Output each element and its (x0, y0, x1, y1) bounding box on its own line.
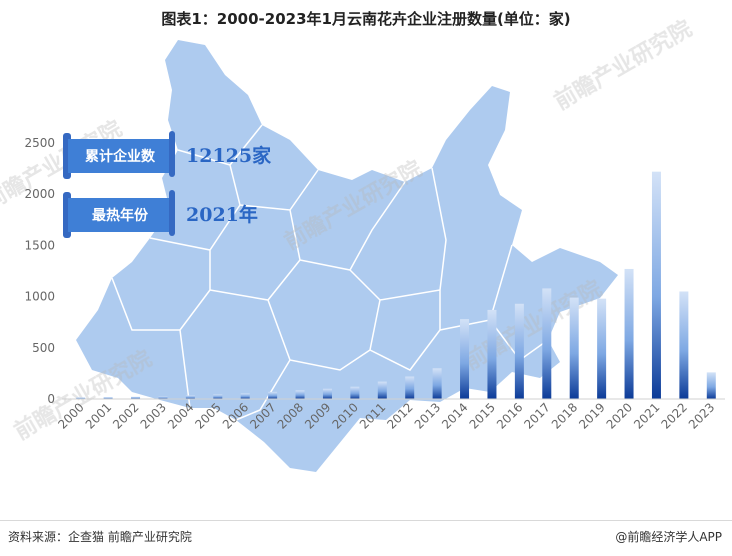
bar-2010 (350, 386, 360, 399)
x-tick-label: 2017 (521, 400, 552, 431)
card-label: 累计企业数 (85, 148, 156, 165)
x-tick-label: 2003 (138, 400, 169, 431)
x-tick-label: 2023 (686, 400, 717, 431)
x-tick-label: 2016 (494, 400, 525, 431)
x-tick-label: 2013 (412, 400, 443, 431)
x-tick-label: 2021 (631, 400, 662, 431)
y-axis: 0 500 1000 1500 2000 2500 (24, 136, 55, 406)
card-value: 2021年 (186, 203, 258, 226)
bar-2002 (131, 396, 141, 399)
x-tick-label: 2018 (549, 400, 580, 431)
x-tick-label: 2015 (467, 400, 498, 431)
yunnan-map-shape (76, 40, 618, 472)
bar-2015 (487, 309, 497, 399)
y-tick-label: 2000 (24, 187, 55, 201)
chart-title: 图表1：2000-2023年1月云南花卉企业注册数量(单位：家) (161, 10, 571, 28)
card-box (68, 198, 172, 232)
bar-2018 (569, 297, 579, 399)
card-value: 12125家 (186, 144, 272, 167)
bar-2019 (597, 298, 607, 399)
bar-2003 (158, 396, 168, 399)
bar-2022 (679, 291, 689, 399)
y-tick-label: 2500 (24, 136, 55, 150)
footer-divider (0, 520, 732, 521)
card-box (68, 139, 172, 173)
card-tab (169, 131, 175, 177)
card-label: 最热年份 (92, 207, 149, 224)
bar-2008 (295, 390, 305, 399)
bar-2013 (432, 368, 442, 399)
bar-2017 (542, 288, 552, 399)
bar-2012 (405, 376, 415, 399)
y-tick-label: 0 (47, 392, 55, 406)
brand-note: @前瞻经济学人APP (615, 530, 722, 544)
bar-2009 (322, 388, 332, 399)
bar-2021 (651, 171, 661, 399)
bar-2006 (240, 393, 250, 399)
card-tab (169, 190, 175, 236)
y-tick-label: 500 (32, 341, 55, 355)
bar-series (76, 171, 716, 399)
card-total-enterprises: 累计企业数 12125家 (63, 131, 272, 179)
bar-2001 (103, 397, 113, 399)
bar-2000 (76, 397, 86, 399)
x-tick-label: 2020 (604, 400, 635, 431)
y-tick-label: 1000 (24, 290, 55, 304)
watermark-text: 前瞻产业研究院 (10, 346, 156, 446)
x-tick-label: 2022 (658, 400, 689, 431)
watermark-text: 前瞻产业研究院 (550, 16, 696, 116)
bar-2014 (460, 319, 470, 399)
card-hottest-year: 最热年份 2021年 (63, 190, 258, 238)
x-tick-label: 2014 (439, 400, 470, 431)
bar-2016 (514, 303, 524, 399)
bar-2007 (268, 391, 278, 399)
bar-2004 (185, 395, 195, 399)
source-note: 资料来源：企查猫 前瞻产业研究院 (8, 530, 192, 544)
x-tick-label: 2019 (576, 400, 607, 431)
bar-2011 (377, 381, 387, 399)
y-tick-label: 1500 (24, 238, 55, 252)
bar-2023 (706, 372, 716, 399)
bar-2005 (213, 394, 223, 399)
x-tick-label: 2002 (110, 400, 141, 431)
bar-2020 (624, 268, 634, 399)
